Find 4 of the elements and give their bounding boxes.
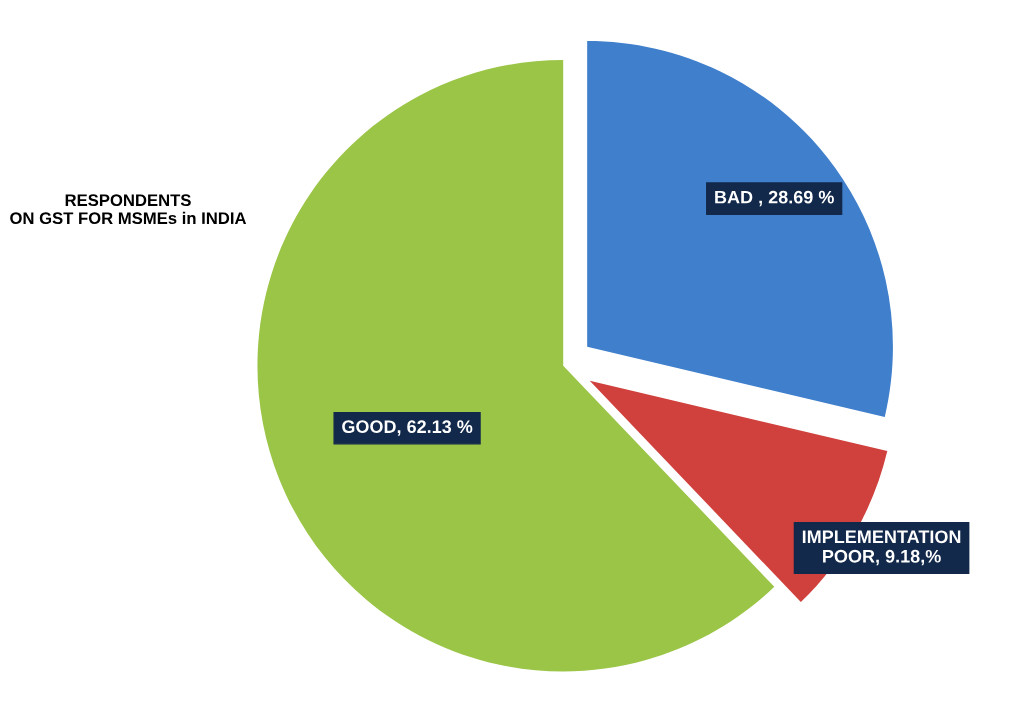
slice-label: IMPLEMENTATION POOR, 9.18,%: [802, 530, 961, 566]
slice-label: BAD , 28.69 %: [715, 190, 834, 207]
text: RESPONDENTS ON GST FOR MSMEs in INDIA: [10, 194, 247, 225]
slice-label: GOOD, 62.13 %: [342, 420, 473, 436]
